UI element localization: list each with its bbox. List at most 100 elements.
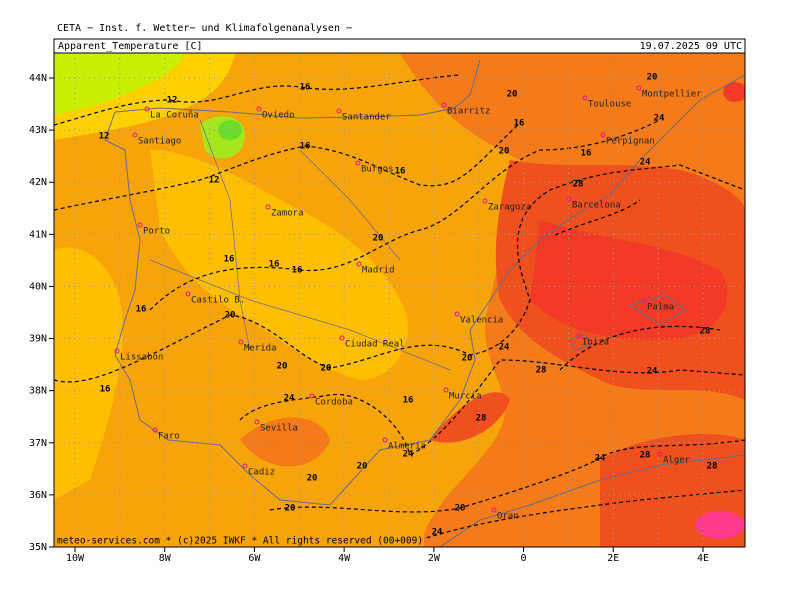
contour-label: 16 bbox=[403, 396, 414, 406]
city-label: Madrid bbox=[362, 266, 395, 276]
lat-label: 37N bbox=[29, 438, 47, 449]
lat-label: 35N bbox=[29, 542, 47, 553]
contour-label: 20 bbox=[277, 362, 288, 372]
contour-label: 16 bbox=[395, 167, 406, 177]
city-label: Biarritz bbox=[447, 107, 490, 117]
lat-label: 43N bbox=[29, 125, 47, 136]
contour-label: 16 bbox=[269, 260, 280, 270]
lon-label: 2W bbox=[428, 553, 441, 564]
contour-label: 16 bbox=[300, 83, 311, 93]
city-marker bbox=[254, 419, 260, 425]
contour-label: 28 bbox=[476, 414, 487, 424]
city-label: Merida bbox=[244, 344, 277, 354]
contour-label: 12 bbox=[209, 176, 220, 186]
city-label: La Coruña bbox=[150, 111, 199, 121]
city-label: Palma bbox=[647, 303, 674, 313]
city-marker bbox=[600, 132, 606, 138]
contour-label: 28 bbox=[707, 462, 718, 472]
city-marker bbox=[238, 339, 244, 345]
city-marker bbox=[144, 106, 150, 112]
footer-bg bbox=[54, 534, 424, 547]
city-label: Perpignan bbox=[606, 137, 655, 147]
city-label: Valencia bbox=[460, 316, 503, 326]
contour-label: 20 bbox=[647, 73, 658, 83]
lon-label: 10W bbox=[66, 553, 85, 564]
contour-label: 28 bbox=[700, 327, 711, 337]
contour-label: 12 bbox=[167, 96, 178, 106]
city-label: Barcelona bbox=[572, 201, 621, 211]
contour-label: 20 bbox=[455, 504, 466, 514]
lon-label: 4E bbox=[697, 553, 709, 564]
city-marker bbox=[443, 387, 449, 393]
city-marker bbox=[336, 108, 342, 114]
contour-label: 16 bbox=[224, 255, 235, 265]
contour-label: 28 bbox=[536, 366, 547, 376]
city-marker bbox=[137, 222, 143, 228]
contours bbox=[54, 74, 745, 541]
contour-label: 20 bbox=[285, 504, 296, 514]
city-marker bbox=[582, 95, 588, 101]
city-label: Castilo B. bbox=[191, 296, 245, 306]
city-marker bbox=[441, 102, 447, 108]
contour-label: 20 bbox=[321, 364, 332, 374]
city-marker bbox=[339, 335, 345, 341]
contour-label: 16 bbox=[300, 142, 311, 152]
city-label: Santiago bbox=[138, 137, 181, 147]
contour-label: 16 bbox=[292, 266, 303, 276]
city-label: Santander bbox=[342, 113, 391, 123]
city-label: Burgos bbox=[361, 165, 394, 175]
contour-label: 12 bbox=[99, 132, 110, 142]
city-marker bbox=[242, 463, 248, 469]
city-marker bbox=[132, 132, 138, 138]
city-label: Almeria bbox=[388, 442, 426, 452]
contour-label: 24 bbox=[499, 343, 510, 353]
city-label: Montpellier bbox=[642, 90, 702, 100]
lat-label: 36N bbox=[29, 490, 47, 501]
city-label: Oviedo bbox=[262, 111, 295, 121]
city-label: Oran bbox=[497, 512, 519, 522]
graticule bbox=[54, 53, 745, 547]
contour-label: 24 bbox=[595, 454, 606, 464]
lat-label: 40N bbox=[29, 281, 47, 292]
city-label: Alger bbox=[663, 456, 691, 466]
date: 19.07.2025 09 UTC bbox=[640, 41, 742, 52]
lon-label: 2E bbox=[607, 553, 619, 564]
contour-label: 24 bbox=[654, 114, 665, 124]
contour-label: 16 bbox=[514, 119, 525, 129]
city-marker bbox=[641, 298, 647, 304]
city-marker bbox=[382, 437, 388, 443]
city-marker bbox=[185, 291, 191, 297]
contour-label: 16 bbox=[136, 305, 147, 315]
lat-label: 44N bbox=[29, 73, 47, 84]
city-label: Murcia bbox=[449, 392, 482, 402]
contour-label: 24 bbox=[640, 158, 651, 168]
city-marker bbox=[265, 204, 271, 210]
lon-label: 6W bbox=[248, 553, 261, 564]
lon-label: 0 bbox=[521, 553, 527, 564]
city-marker bbox=[356, 261, 362, 267]
city-label: Zamora bbox=[271, 209, 304, 219]
city-marker bbox=[309, 393, 315, 399]
city-marker bbox=[636, 85, 642, 91]
city-label: Ciudad Real bbox=[345, 340, 405, 350]
title: Apparent_Temperature [C] bbox=[58, 41, 203, 52]
contour-label: 20 bbox=[507, 90, 518, 100]
city-label: Lissabon bbox=[120, 353, 163, 363]
city-marker bbox=[454, 311, 460, 317]
city-marker bbox=[576, 333, 582, 339]
contour-label: 28 bbox=[573, 180, 584, 190]
contour-label: 20 bbox=[462, 354, 473, 364]
city-label: Sevilla bbox=[260, 424, 298, 434]
contour-label: 24 bbox=[647, 367, 658, 377]
city-marker bbox=[657, 451, 663, 457]
lon-label: 8W bbox=[159, 553, 172, 564]
city-label: Cordoba bbox=[315, 398, 353, 408]
contour-label: 16 bbox=[100, 385, 111, 395]
city-label: Porto bbox=[143, 227, 170, 237]
header: CETA − Inst. f. Wetter− und Klimafolgena… bbox=[57, 23, 352, 34]
contour-label: 20 bbox=[307, 474, 318, 484]
lat-label: 38N bbox=[29, 386, 47, 397]
contour-label: 20 bbox=[499, 147, 510, 157]
coastline bbox=[104, 59, 745, 547]
